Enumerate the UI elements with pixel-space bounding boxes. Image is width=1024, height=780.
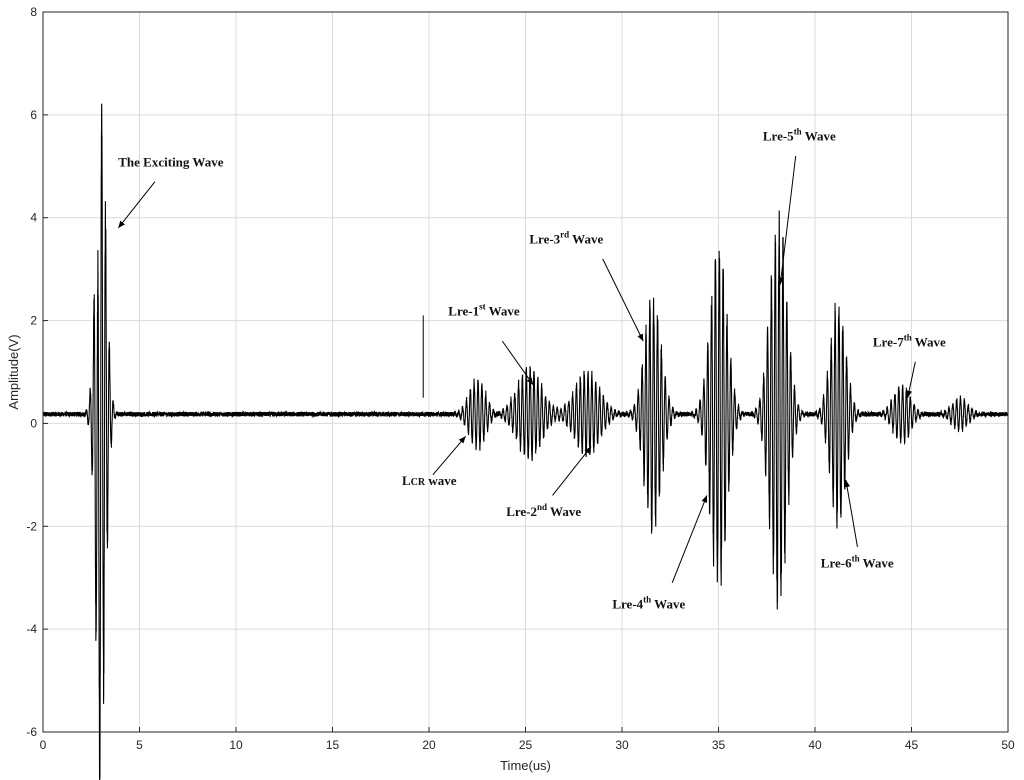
annotation-label-lre2: Lre-2nd Wave <box>506 502 581 519</box>
y-tick-label: 0 <box>30 416 37 430</box>
x-axis-ticks: 0 5 10 15 20 25 30 35 40 45 50 <box>40 727 1015 752</box>
annotation-superscript: th <box>794 127 802 137</box>
annotation-rest: Wave <box>802 129 836 144</box>
y-tick-label: 6 <box>30 108 37 122</box>
annotation-label-lre5: Lre-5th Wave <box>763 127 836 144</box>
annotation-label-lre6: Lre-6th Wave <box>821 553 894 570</box>
annotation-rest: Wave <box>651 597 685 612</box>
annotation-label-exciting: The Exciting Wave <box>118 154 223 169</box>
annotation-rest: Wave <box>486 303 520 318</box>
annotation-arrow-lre3 <box>602 258 644 342</box>
annotation-arrow-exciting <box>117 181 156 229</box>
annotation-superscript: th <box>643 595 651 605</box>
x-tick-label: 40 <box>808 738 822 752</box>
annotation-label-lre1: Lre-1st Wave <box>448 301 520 318</box>
annotation-main: L <box>402 473 411 488</box>
annotation-rest: Wave <box>547 504 581 519</box>
annotation-arrow-lre4 <box>671 495 708 584</box>
y-tick-label: -4 <box>26 622 37 636</box>
waveform-series <box>42 103 1009 780</box>
y-axis-label: Amplitude(V) <box>6 334 21 409</box>
x-tick-label: 25 <box>519 738 533 752</box>
annotation-arrow-lre6 <box>844 479 858 547</box>
y-tick-label: -2 <box>26 519 37 533</box>
annotation-main: Lre-5 <box>763 129 794 144</box>
x-tick-label: 20 <box>422 738 436 752</box>
annotation-arrow-lre1 <box>501 340 534 386</box>
annotation-superscript: th <box>904 332 912 342</box>
annotation-label-lre7: Lre-7th Wave <box>873 332 946 349</box>
annotation-main: Lre-6 <box>821 555 852 570</box>
annotation-superscript: th <box>852 553 860 563</box>
annotation-subscript: CR <box>411 477 426 488</box>
x-axis-label: Time(us) <box>500 758 551 773</box>
annotation-rest: Wave <box>569 231 603 246</box>
annotation-main: Lre-7 <box>873 334 904 349</box>
x-tick-label: 50 <box>1001 738 1015 752</box>
x-tick-label: 30 <box>615 738 629 752</box>
annotation-arrow-lre7 <box>906 361 916 398</box>
annotation-main: Lre-2 <box>506 504 537 519</box>
annotation-arrow-lcr <box>432 435 467 476</box>
x-tick-label: 5 <box>136 738 143 752</box>
y-tick-label: 4 <box>30 211 37 225</box>
annotation-superscript: nd <box>537 502 547 512</box>
y-tick-label: 2 <box>30 314 37 328</box>
annotation-rest: Wave <box>912 334 946 349</box>
x-tick-label: 45 <box>905 738 919 752</box>
x-tick-label: 10 <box>229 738 243 752</box>
annotation-label-lcr: LCR wave <box>402 473 457 488</box>
annotation-rest: Wave <box>860 555 894 570</box>
annotation-arrow-lre2 <box>552 446 592 496</box>
annotation-main: Lre-4 <box>612 597 643 612</box>
y-axis-ticks: -6 -4 -2 0 2 4 6 8 <box>26 5 48 739</box>
plot-area <box>42 103 1009 780</box>
annotation-superscript: rd <box>560 229 569 239</box>
annotation-main: Lre-1 <box>448 303 479 318</box>
x-tick-label: 15 <box>326 738 340 752</box>
annotation-main: Lre-3 <box>529 231 560 246</box>
y-tick-label: -6 <box>26 725 37 739</box>
annotation-superscript: st <box>479 301 486 311</box>
x-tick-label: 0 <box>40 738 47 752</box>
annotation-arrow-lre5 <box>778 155 797 285</box>
annotation-rest: wave <box>425 473 457 488</box>
annotation-label-lre3: Lre-3rd Wave <box>529 229 603 246</box>
annotation-label-lre4: Lre-4th Wave <box>612 595 685 612</box>
y-tick-label: 8 <box>30 5 37 19</box>
x-tick-label: 35 <box>712 738 726 752</box>
